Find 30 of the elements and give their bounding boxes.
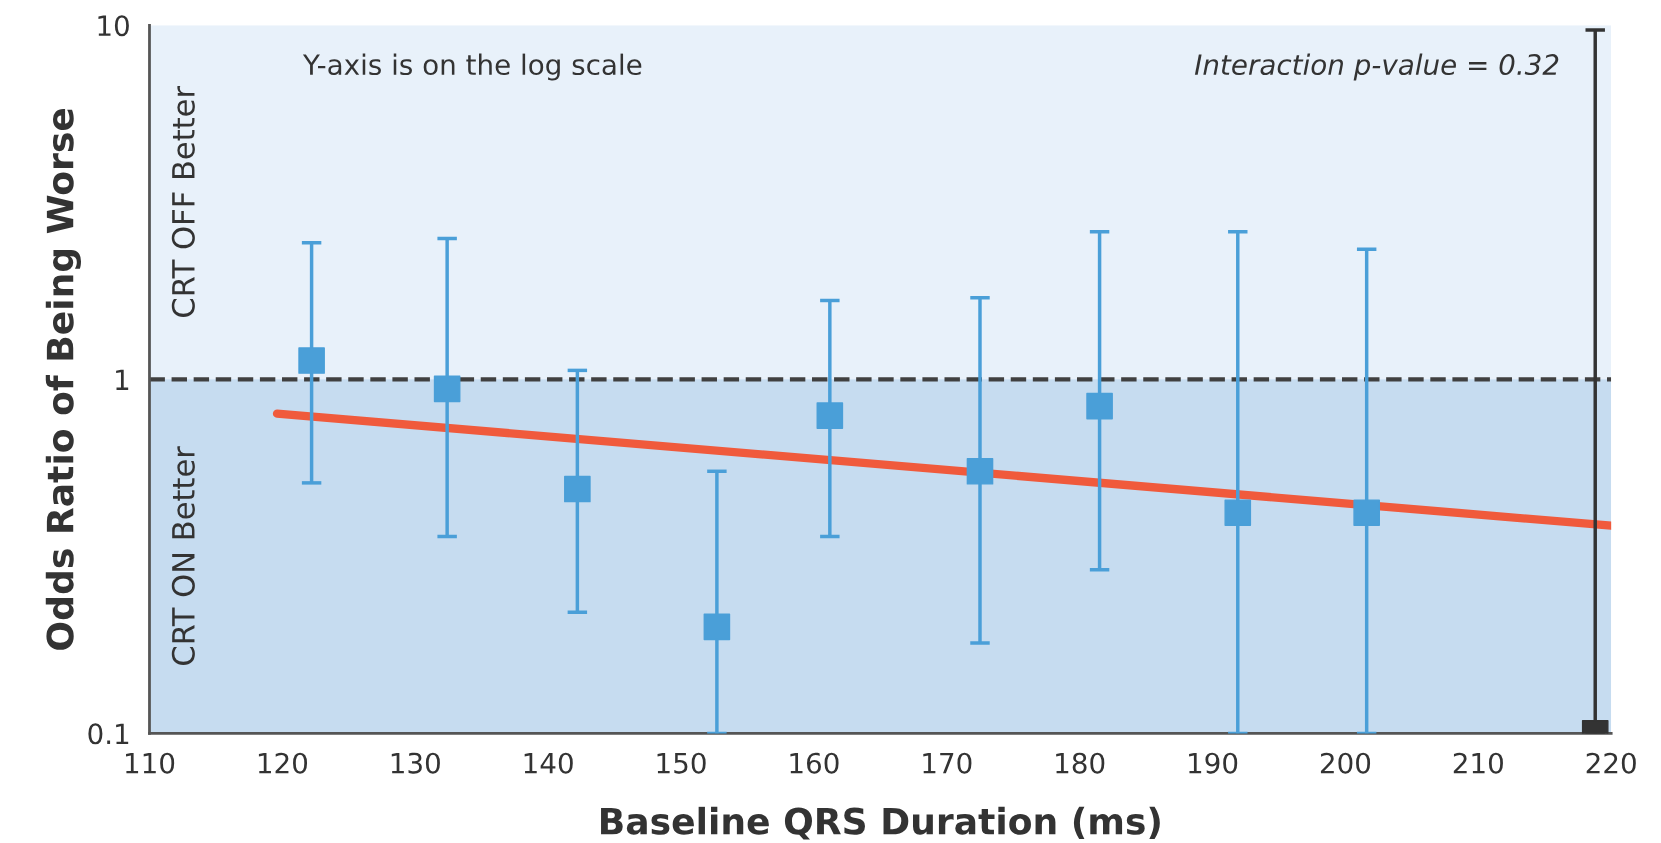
point	[564, 475, 591, 503]
x-tick-label: 200	[1320, 752, 1371, 774]
x-tick-label: 110	[126, 752, 175, 774]
x-axis-title: Baseline QRS Duration (ms)	[601, 806, 1160, 840]
y-tick-label: 0.1	[88, 723, 129, 745]
y-tick-label: 1	[116, 369, 129, 390]
point	[816, 402, 844, 429]
annotation: Interaction p-value = 0.32	[1194, 53, 1559, 81]
x-tick-label: 220	[1586, 752, 1636, 774]
x-tick-label: 210	[1453, 752, 1503, 774]
band-label: CRT ON Better	[171, 446, 195, 665]
band-label: CRT OFF Better	[171, 85, 195, 317]
x-tick-label: 130	[391, 752, 440, 774]
point	[703, 613, 731, 641]
point	[1353, 499, 1380, 527]
point	[433, 375, 461, 403]
x-tick-label: 170	[923, 752, 972, 774]
point	[298, 347, 325, 374]
y-tick-label: 10	[98, 15, 129, 37]
point	[1224, 499, 1252, 527]
x-tick-label: 120	[258, 752, 308, 774]
point	[966, 457, 994, 485]
x-tick-label: 160	[790, 752, 839, 774]
x-tick-label: 190	[1189, 752, 1238, 774]
x-tick-label: 150	[657, 752, 706, 774]
point	[1086, 392, 1113, 420]
y-axis-title: Odds Ratio of Being Worse	[45, 108, 82, 650]
annotation: Y-axis is on the log scale	[302, 53, 642, 81]
x-tick-label: 180	[1056, 752, 1105, 774]
x-tick-label: 140	[524, 752, 573, 774]
